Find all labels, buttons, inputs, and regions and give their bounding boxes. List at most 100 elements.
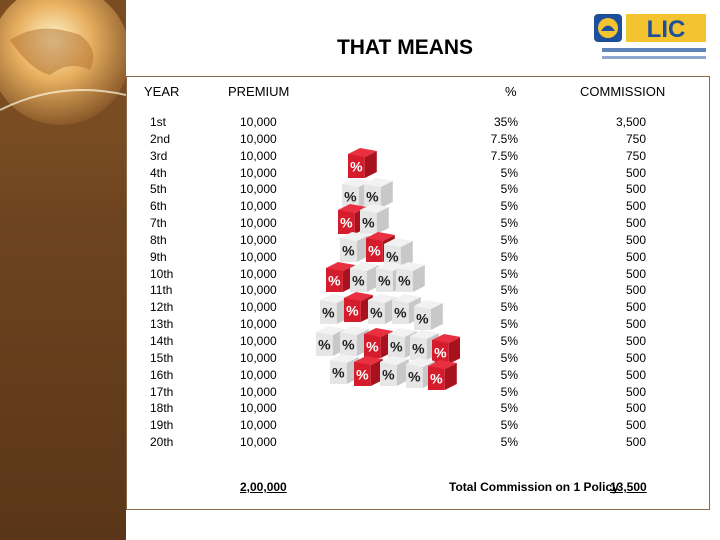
svg-text:%: % [370, 304, 383, 320]
cube-icon: % [348, 148, 377, 178]
svg-text:%: % [412, 340, 425, 356]
cube-icon: % [432, 334, 460, 364]
percent-cell: 5% [500, 249, 518, 264]
svg-text:%: % [398, 272, 411, 288]
svg-text:%: % [344, 188, 357, 204]
commission-cell: 500 [625, 199, 646, 214]
commission-cell: 500 [625, 350, 646, 365]
cube-icon: % [396, 262, 425, 292]
page-title: THAT MEANS [336, 36, 474, 59]
svg-text:%: % [378, 272, 391, 288]
year-cell: 1st [150, 115, 167, 129]
percent-cell: 7.5% [490, 131, 518, 146]
year-cell: 12th [150, 300, 174, 315]
percent-cell: 5% [500, 350, 518, 365]
premium-cell: 10,000 [240, 232, 277, 247]
commission-cell: 500 [625, 283, 646, 298]
svg-text:%: % [328, 272, 341, 288]
commission-column: 3,500 750 750 500 500 500 500 500 500 500 500 500 50… [600, 114, 646, 451]
total-commission-value: 13,500 [610, 480, 647, 494]
year-cell: 6th [150, 199, 167, 214]
premium-cell: 10,000 [240, 216, 277, 231]
percent-cell: 5% [500, 165, 518, 180]
percent-cell: 5% [500, 333, 518, 348]
year-cell: 20th [150, 435, 174, 450]
cube-icon: % [414, 300, 443, 330]
premium-cell: 10,000 [240, 300, 277, 315]
premium-column: 10,000 10,000 10,000 10,000 10,000 10,000 10,0… [240, 114, 277, 451]
year-cell: 9th [150, 249, 167, 264]
year-cell: 8th [150, 232, 167, 247]
percent-cell: 5% [500, 232, 518, 247]
percent-cell: 5% [500, 317, 518, 332]
svg-text:%: % [318, 336, 331, 352]
year-cell: 3rd [150, 148, 168, 163]
cube-icon: % [338, 204, 367, 234]
commission-cell: 500 [625, 333, 646, 348]
cube-icon: % [360, 204, 389, 234]
cube-icon: % [384, 238, 413, 268]
commission-cell: 500 [625, 401, 646, 416]
commission-cell: 500 [625, 418, 646, 433]
svg-text:%: % [342, 242, 355, 258]
cube-icon: % [428, 360, 457, 390]
cube-icon: % [380, 356, 409, 386]
premium-cell: 10,000 [240, 165, 277, 180]
svg-text:%: % [416, 310, 429, 326]
commission-cell: 750 [625, 148, 646, 163]
percent-column: 35% 7.5% 7.5% 5% 5% 5% 5% 5% 5% 5% 5% 5% 5% 5% 5% 5% 5% 5… [440, 114, 518, 451]
content-frame [126, 76, 710, 510]
percent-cell: 5% [500, 401, 518, 416]
commission-cell: 500 [625, 165, 646, 180]
svg-text:%: % [368, 242, 381, 258]
commission-cell: 500 [625, 317, 646, 332]
cube-icon: % [392, 294, 421, 324]
percent-cell: 5% [500, 384, 518, 399]
header-premium: PREMIUM [228, 84, 290, 99]
premium-cell: 10,000 [240, 350, 277, 365]
commission-cell: 500 [625, 182, 646, 197]
percent-cell: 7.5% [490, 148, 518, 163]
year-column: 1st 2nd 3rd 4th 5th 6th 7th 8th 9th 10th 11th 12th 1… [150, 114, 173, 451]
year-cell: 11th [150, 283, 173, 298]
cube-icon: % [364, 178, 393, 208]
svg-text:%: % [362, 214, 375, 230]
premium-cell: 10,000 [240, 384, 277, 399]
svg-text:%: % [390, 338, 403, 354]
svg-text:%: % [350, 158, 363, 174]
globe-icon [0, 0, 126, 140]
commission-cell: 500 [625, 435, 646, 450]
premium-cell: 10,000 [240, 333, 277, 348]
percent-cell: 5% [500, 283, 518, 298]
year-cell: 7th [150, 216, 167, 231]
svg-text:%: % [332, 364, 345, 380]
svg-text:%: % [434, 344, 447, 360]
commission-cell: 500 [625, 266, 646, 281]
premium-cell: 10,000 [240, 317, 277, 332]
year-cell: 17th [150, 384, 174, 399]
premium-cell: 10,000 [240, 266, 277, 281]
cube-icon: % [350, 262, 379, 292]
premium-cell: 10,000 [240, 199, 277, 214]
year-cell: 10th [150, 266, 174, 281]
svg-text:%: % [340, 214, 353, 230]
percent-cell: 5% [500, 367, 518, 382]
percent-cell: 35% [493, 115, 518, 129]
premium-cell: 10,000 [240, 283, 277, 298]
svg-text:%: % [352, 272, 365, 288]
svg-text:%: % [394, 304, 407, 320]
commission-cell: 3,500 [615, 115, 646, 129]
premium-cell: 10,000 [240, 115, 277, 129]
premium-cell: 10,000 [240, 418, 277, 433]
percent-cell: 5% [500, 199, 518, 214]
logo-text: LIC [647, 16, 686, 43]
year-cell: 5th [150, 182, 167, 197]
cube-icon: % [354, 356, 383, 386]
commission-cell: 500 [625, 216, 646, 231]
year-cell: 18th [150, 401, 174, 416]
total-premium: 2,00,000 [240, 480, 287, 494]
header-commission: COMMISSION [580, 84, 666, 99]
svg-text:%: % [386, 248, 399, 264]
commission-cell: 500 [625, 384, 646, 399]
svg-text:%: % [366, 338, 379, 354]
